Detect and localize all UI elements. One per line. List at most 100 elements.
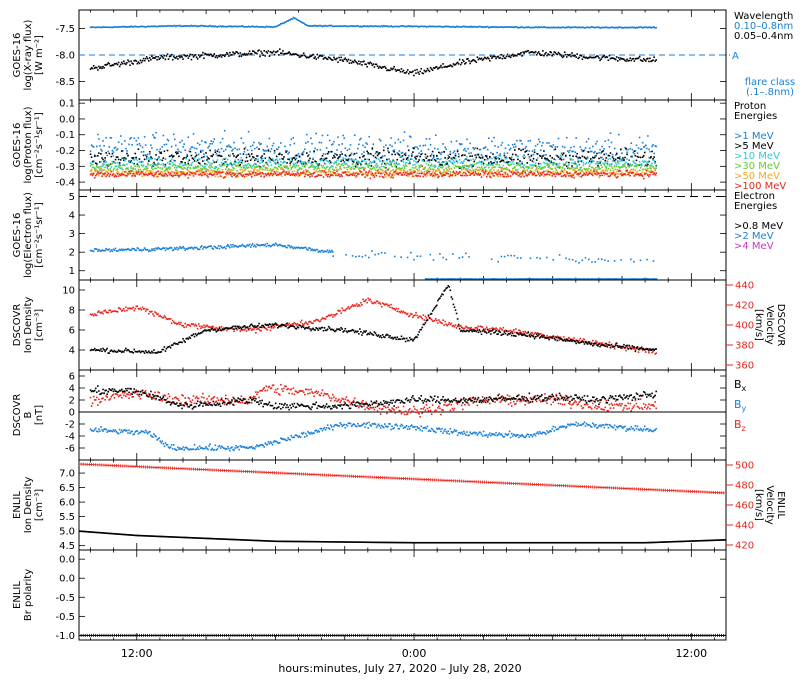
data-point bbox=[238, 148, 241, 151]
data-point bbox=[154, 172, 156, 174]
series-red bbox=[89, 169, 658, 180]
data-point bbox=[205, 167, 207, 170]
data-point bbox=[585, 168, 588, 170]
data-point bbox=[192, 248, 195, 250]
data-point bbox=[179, 56, 181, 59]
data-point bbox=[212, 174, 215, 176]
data-point bbox=[316, 248, 319, 251]
data-point bbox=[628, 26, 630, 29]
data-point bbox=[424, 153, 427, 156]
data-point bbox=[562, 163, 565, 165]
data-point bbox=[466, 26, 468, 28]
data-point bbox=[480, 26, 483, 28]
data-point bbox=[456, 26, 459, 28]
data-point bbox=[604, 161, 607, 164]
data-point bbox=[531, 26, 534, 29]
data-point bbox=[246, 54, 249, 56]
data-point bbox=[462, 172, 464, 175]
data-point bbox=[603, 171, 606, 174]
data-point bbox=[615, 152, 618, 155]
data-point bbox=[263, 176, 266, 178]
data-point bbox=[590, 173, 593, 176]
data-point bbox=[301, 22, 304, 24]
data-point bbox=[361, 26, 363, 28]
data-point bbox=[375, 151, 378, 153]
data-point bbox=[299, 55, 302, 58]
data-point bbox=[593, 26, 595, 29]
data-point bbox=[198, 162, 201, 165]
data-point bbox=[386, 173, 388, 176]
data-point bbox=[392, 150, 394, 152]
data-point bbox=[492, 164, 494, 167]
data-point bbox=[169, 172, 172, 174]
data-point bbox=[192, 133, 195, 135]
data-point bbox=[481, 278, 484, 280]
data-point bbox=[251, 144, 254, 147]
data-point bbox=[581, 150, 584, 153]
data-point bbox=[557, 173, 560, 175]
data-point bbox=[201, 169, 203, 172]
data-point bbox=[324, 174, 327, 176]
data-point bbox=[654, 168, 656, 171]
data-point bbox=[275, 148, 278, 150]
data-point bbox=[498, 154, 501, 157]
data-point bbox=[640, 173, 643, 176]
data-point bbox=[347, 174, 350, 177]
data-point bbox=[192, 167, 195, 169]
data-point bbox=[525, 51, 528, 53]
data-point bbox=[370, 168, 373, 171]
data-point bbox=[353, 159, 356, 161]
data-point bbox=[292, 163, 295, 165]
data-point bbox=[498, 158, 501, 160]
data-point bbox=[108, 163, 111, 166]
data-point bbox=[646, 258, 648, 261]
data-point bbox=[492, 278, 494, 280]
data-point bbox=[145, 249, 148, 251]
data-point bbox=[293, 165, 296, 167]
data-point bbox=[99, 26, 101, 28]
data-point bbox=[619, 170, 621, 172]
data-point bbox=[140, 161, 143, 163]
data-point bbox=[168, 155, 171, 158]
data-point bbox=[518, 175, 520, 177]
data-point bbox=[222, 150, 225, 153]
data-point bbox=[460, 61, 463, 64]
data-point bbox=[264, 243, 267, 246]
data-point bbox=[419, 166, 421, 168]
data-point bbox=[151, 55, 153, 58]
data-point bbox=[392, 159, 394, 162]
data-point bbox=[350, 62, 353, 64]
data-point bbox=[271, 145, 274, 147]
data-point bbox=[538, 26, 541, 29]
data-point bbox=[173, 172, 176, 174]
data-point bbox=[591, 145, 594, 148]
data-point bbox=[391, 174, 393, 176]
data-point bbox=[633, 60, 636, 62]
data-point bbox=[301, 171, 304, 174]
data-point bbox=[137, 137, 140, 139]
data-point bbox=[93, 169, 96, 172]
data-point bbox=[118, 162, 121, 164]
data-point bbox=[496, 174, 498, 176]
data-point bbox=[600, 164, 602, 166]
data-point bbox=[570, 167, 572, 170]
data-point bbox=[637, 26, 640, 28]
data-point bbox=[389, 172, 391, 175]
data-point bbox=[334, 152, 336, 155]
data-point bbox=[283, 22, 285, 25]
data-point bbox=[371, 64, 374, 67]
data-point bbox=[496, 151, 498, 154]
data-point bbox=[490, 258, 493, 260]
data-point bbox=[414, 69, 416, 72]
data-point bbox=[281, 175, 283, 177]
data-point bbox=[159, 167, 162, 169]
data-point bbox=[462, 278, 464, 280]
data-point bbox=[120, 167, 123, 169]
data-point bbox=[146, 167, 149, 169]
data-point bbox=[153, 161, 155, 164]
data-point bbox=[233, 172, 235, 175]
data-point bbox=[159, 57, 162, 59]
data-point bbox=[634, 27, 637, 29]
data-point bbox=[113, 147, 116, 149]
data-point bbox=[462, 154, 464, 156]
